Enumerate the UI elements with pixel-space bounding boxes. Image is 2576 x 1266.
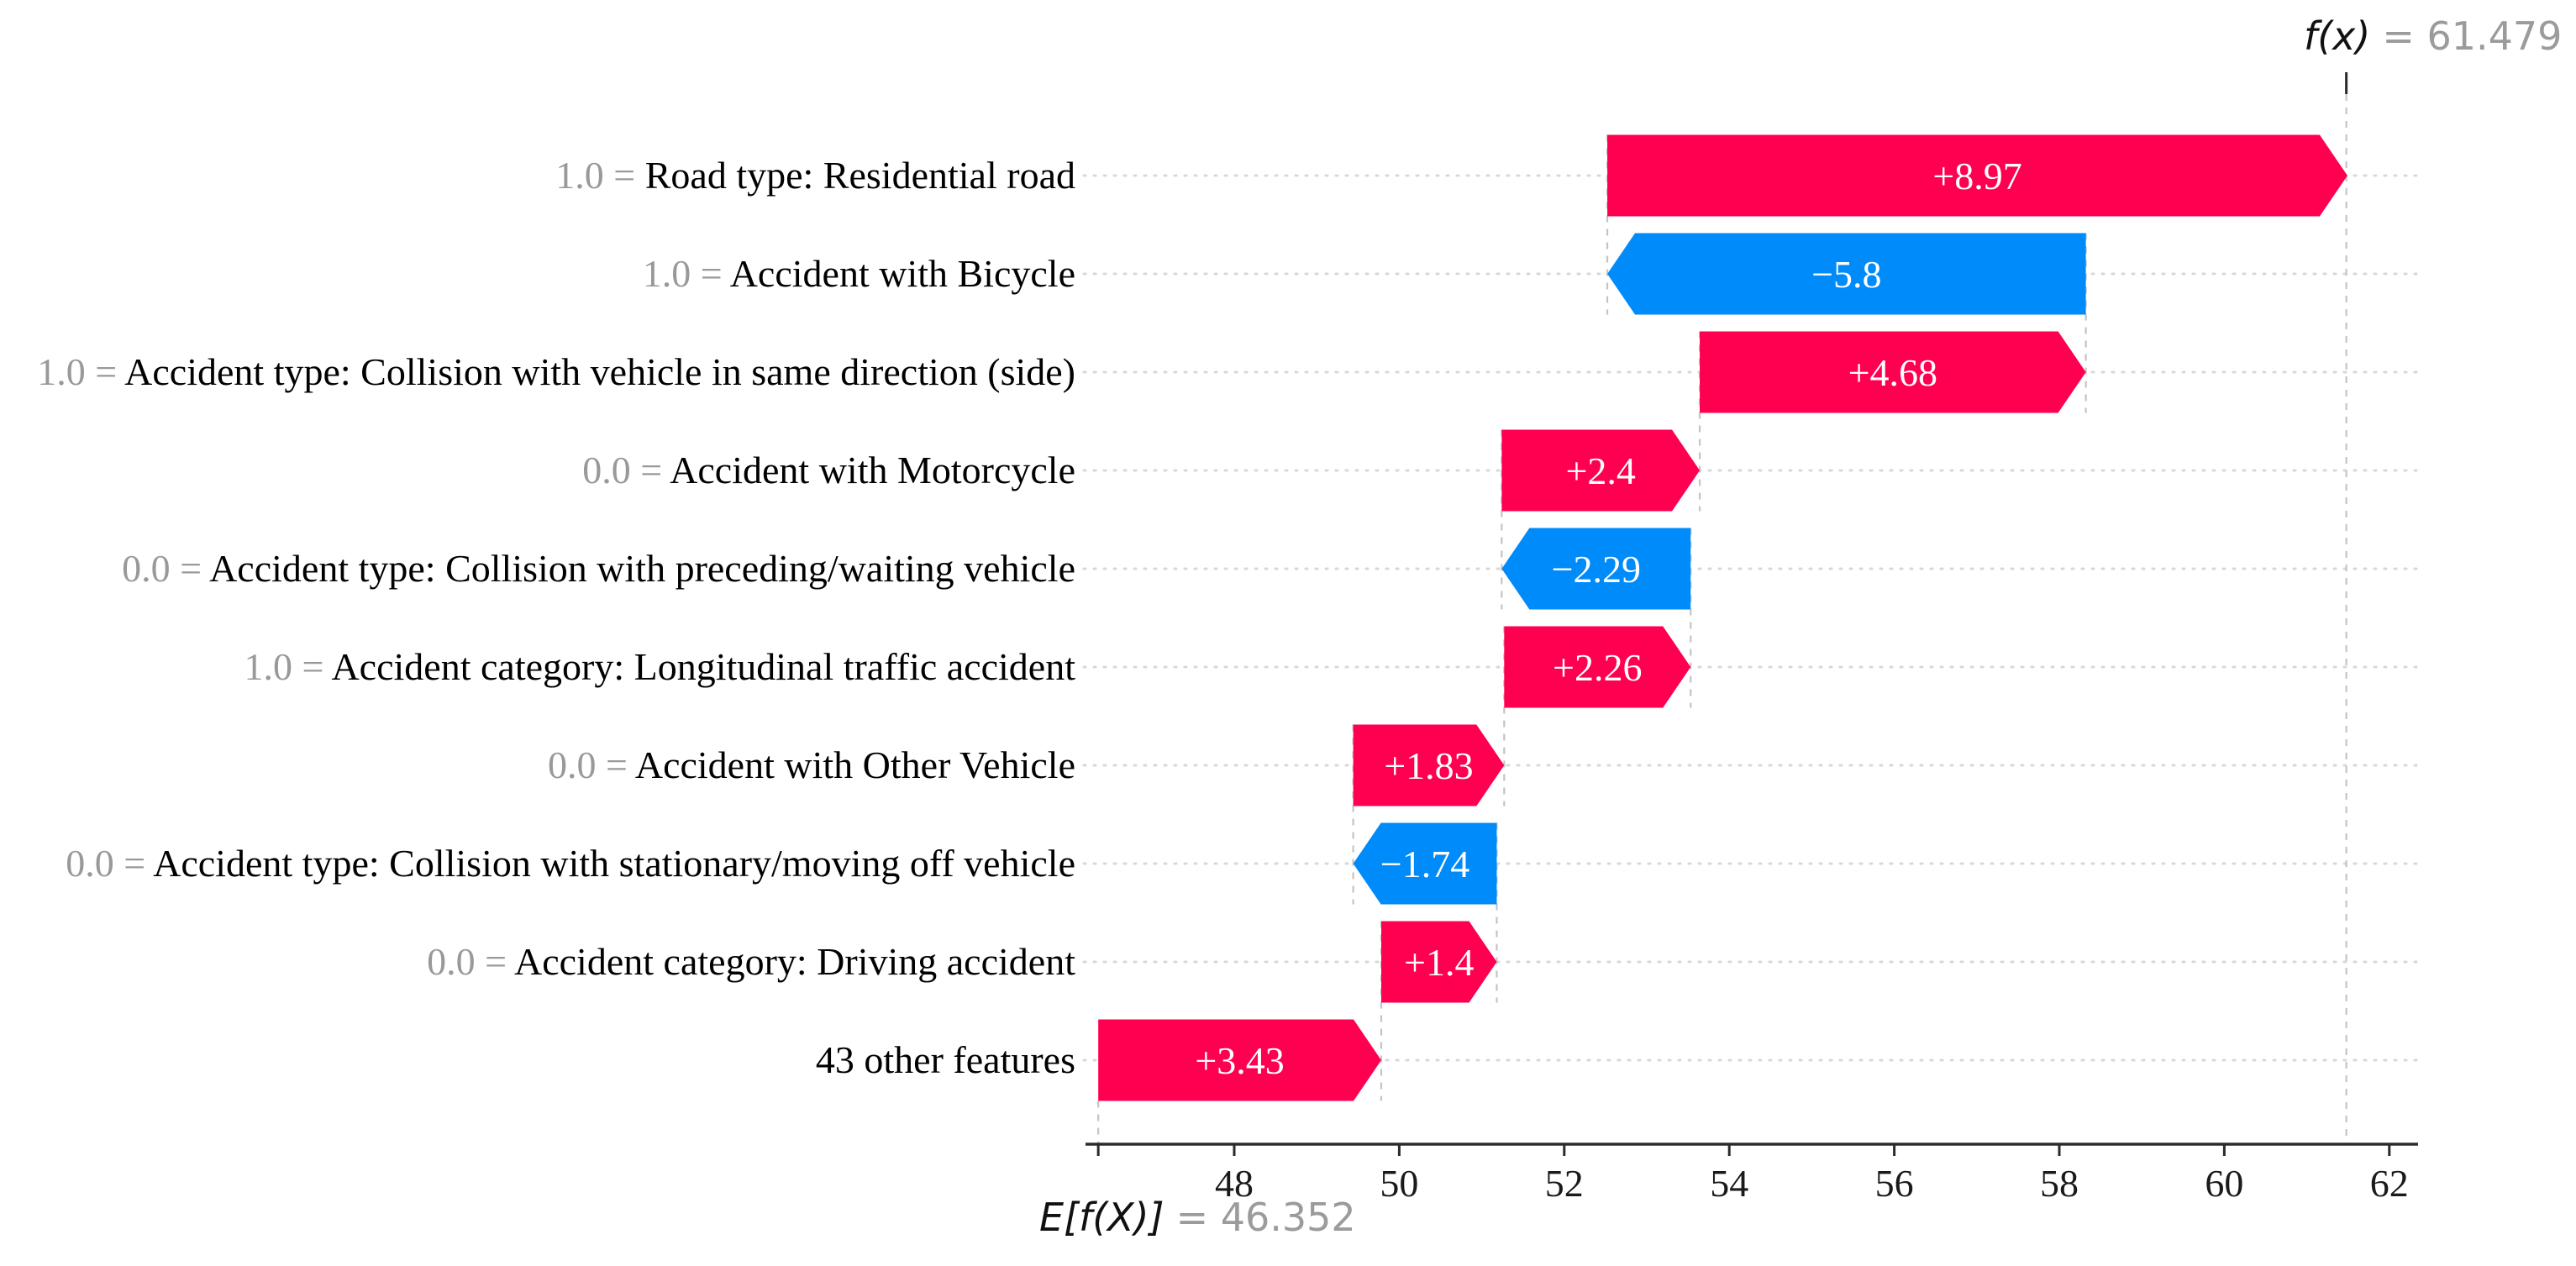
fx-annotation: f(x) = 61.479 <box>2304 13 2562 59</box>
bar-value-label: −5.8 <box>1811 253 1881 296</box>
x-tick-label: 62 <box>2370 1162 2409 1205</box>
waterfall-bar <box>1353 822 1497 905</box>
bar-value-label: +2.4 <box>1565 449 1635 492</box>
waterfall-bar <box>1501 528 1691 610</box>
bar-value-label: −2.29 <box>1552 548 1641 591</box>
ef-label: E[f(X)] <box>1039 1195 1164 1240</box>
x-tick-label: 56 <box>1875 1162 1914 1205</box>
bar-value-label: +1.4 <box>1404 941 1474 984</box>
bar-value-label: +8.97 <box>1932 155 2021 197</box>
waterfall-bar <box>1504 626 1691 708</box>
waterfall-bar <box>1501 429 1701 512</box>
bar-value-label: +4.68 <box>1848 351 1937 394</box>
waterfall-bar <box>1353 724 1505 806</box>
ef-value: = 46.352 <box>1175 1195 1356 1240</box>
fx-label: f(x) <box>2304 13 2371 59</box>
waterfall-bar <box>1098 1019 1381 1101</box>
bar-value-label: +1.83 <box>1384 744 1473 787</box>
bar-value-label: +3.43 <box>1195 1039 1284 1082</box>
bar-value-label: −1.74 <box>1380 843 1469 885</box>
ef-annotation: E[f(X)] = 46.352 <box>1039 1195 1356 1240</box>
waterfall-bar <box>1607 134 2347 217</box>
x-tick-label: 58 <box>2040 1162 2079 1205</box>
bar-value-label: +2.26 <box>1553 646 1642 689</box>
waterfall-bar <box>1700 331 2086 413</box>
x-tick-label: 50 <box>1380 1162 1418 1205</box>
x-tick-label: 52 <box>1545 1162 1584 1205</box>
fx-value: = 61.479 <box>2382 13 2563 59</box>
x-tick-label: 54 <box>1710 1162 1748 1205</box>
waterfall-bar <box>1380 921 1497 1003</box>
x-tick-label: 48 <box>1215 1162 1254 1205</box>
x-tick-label: 60 <box>2205 1162 2243 1205</box>
waterfall-bar <box>1607 233 2086 315</box>
